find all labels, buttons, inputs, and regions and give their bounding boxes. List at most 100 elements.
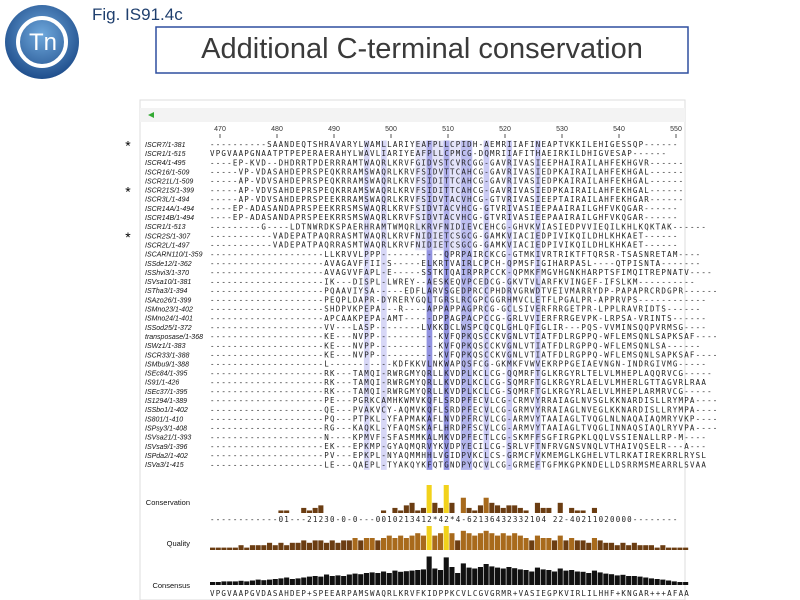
conservation-bar	[392, 507, 398, 513]
consensus-bar	[495, 567, 501, 585]
conservation-bar	[460, 497, 466, 513]
conservation-bar	[591, 507, 597, 513]
consensus-bar	[375, 573, 381, 585]
consensus-bar	[232, 581, 238, 585]
consensus-bar	[289, 579, 295, 585]
sequence-name: ISVa3/1-415	[145, 462, 184, 469]
quality-bar	[312, 540, 318, 550]
conservation-bar	[534, 502, 540, 513]
conservation-digits: ------------01---21230-0-0---0010213412*…	[210, 515, 677, 524]
sequence-name: ISCR7/1-381	[145, 142, 186, 149]
sequence: --------------------RK---TAMQI-RWRGMYQRL…	[210, 369, 712, 378]
quality-bar	[449, 533, 455, 550]
quality-bar	[512, 533, 518, 550]
quality-bar	[261, 545, 267, 550]
sequence-name: transposase/1-368	[145, 334, 203, 341]
ruler-label: 520	[499, 126, 511, 133]
quality-bar	[574, 540, 580, 550]
consensus-bar	[244, 581, 250, 585]
column-shade	[443, 140, 450, 470]
conservation-bar	[557, 502, 563, 513]
quality-bar	[631, 542, 637, 550]
quality-bar	[523, 538, 529, 550]
sequence: --------------------KE---NVPP-----------…	[210, 350, 717, 359]
consensus-bar	[460, 563, 466, 585]
consensus-bar	[489, 566, 495, 585]
quality-bar	[398, 535, 404, 550]
conservation-bar	[483, 497, 489, 513]
sequence: --------------------PQAAVIYSA-----EDFLAR…	[210, 286, 717, 295]
conservation-bar	[466, 507, 472, 513]
sequence-name: ISPsy3/1-408	[145, 425, 187, 432]
consensus-bar	[614, 575, 620, 585]
quality-bar	[489, 533, 495, 550]
sequence-name: ISCR14B/1-494	[145, 215, 194, 222]
consensus-bar	[215, 582, 221, 585]
logo-text: Tn	[29, 29, 57, 56]
quality-bar	[597, 540, 603, 550]
sequence-name: ISMno24/1-401	[145, 316, 193, 323]
sequence: ----EP-ADASANDAPRSPEEKRRSMSWAQRLKRVFSIDV…	[210, 213, 677, 222]
quality-bar	[295, 542, 301, 550]
title-box	[155, 26, 689, 74]
quality-bar	[369, 538, 375, 550]
ruler-label: 550	[670, 126, 682, 133]
consensus-bar	[477, 567, 483, 585]
sequence-name: ISCR14A/1-494	[145, 206, 194, 213]
consensus-bar	[483, 564, 489, 585]
quality-bar	[438, 533, 444, 550]
quality-bar	[289, 542, 295, 550]
conservation-bar	[443, 485, 449, 513]
sequence: -----AP-VDVSAHDEPRSPEEKRRAMSWAQRLKRVFSID…	[210, 195, 683, 204]
conservation-bar	[278, 510, 284, 513]
quality-bar	[580, 540, 586, 550]
quality-bar	[227, 547, 233, 550]
consensus-bar	[426, 556, 432, 585]
consensus-bar	[666, 580, 672, 585]
consensus-bar	[363, 573, 369, 585]
consensus-bar	[329, 576, 335, 585]
consensus-bar	[272, 579, 278, 585]
sequence-name: ISCR2S/1-307	[145, 233, 191, 240]
sequence: --------------------KE---NVPP-----------…	[210, 332, 717, 341]
sequence-name: ISCR1/1-515	[145, 151, 186, 158]
row-marker: *	[125, 138, 131, 154]
sequence: --------------------N----KPMVF-SFASMMKAL…	[210, 433, 706, 442]
quality-bar	[455, 540, 461, 550]
sequence-name: ISEc84/1-395	[145, 371, 188, 378]
sequence: -----------VADEPATPAQRRASMTWAQRLKRVFNIDI…	[210, 241, 677, 250]
conservation-bar	[318, 505, 324, 513]
quality-bar	[415, 533, 421, 550]
quality-bar	[432, 535, 438, 550]
sequence-name: ISCR4/1-495	[145, 160, 186, 167]
consensus-bar	[512, 568, 518, 585]
consensus-bar	[409, 570, 415, 585]
sequence-name: ISCR3L/1-494	[145, 197, 189, 204]
quality-bar	[210, 547, 216, 550]
quality-bar	[358, 540, 364, 550]
conservation-bar	[409, 502, 415, 513]
sequence: ----EP-KVD--DHDRRTPDERRRAMTWAQRLKRVFGIDV…	[210, 158, 683, 167]
sequence: --------------------PV---EPKPL-NYAQMMHHL…	[210, 451, 706, 460]
conservation-bar	[415, 510, 421, 513]
ruler-label: 490	[328, 126, 340, 133]
consensus-bar	[597, 572, 603, 585]
consensus-bar	[472, 568, 478, 585]
quality-bar	[648, 545, 654, 550]
consensus-bar	[506, 567, 512, 585]
sequence: -----AP-VDVSAHDEPRSPEQKRRAMSWAQRLKRVFSID…	[210, 186, 683, 195]
consensus-bar	[631, 576, 637, 585]
consensus-bar	[386, 573, 392, 585]
sequence: --------------------VV---LASP--------LVK…	[210, 323, 706, 332]
consensus-bar	[654, 579, 660, 585]
consensus-bar	[284, 577, 290, 585]
sequence: VPGVAAPGNAATPTPEPERAERAHYLWAVLIARIYEAFPL…	[210, 149, 666, 158]
sequence: --------------------RK---TAMQI-RWRGMYQRL…	[210, 387, 712, 396]
quality-bar	[552, 540, 558, 550]
consensus-bar	[643, 577, 649, 585]
quality-bar	[626, 545, 632, 550]
consensus-bar	[586, 573, 592, 585]
sequence: --------------------EK---EPKMP-GYAQMQRVY…	[210, 442, 706, 451]
sequence-name: ISVsa9/1-396	[145, 444, 188, 451]
